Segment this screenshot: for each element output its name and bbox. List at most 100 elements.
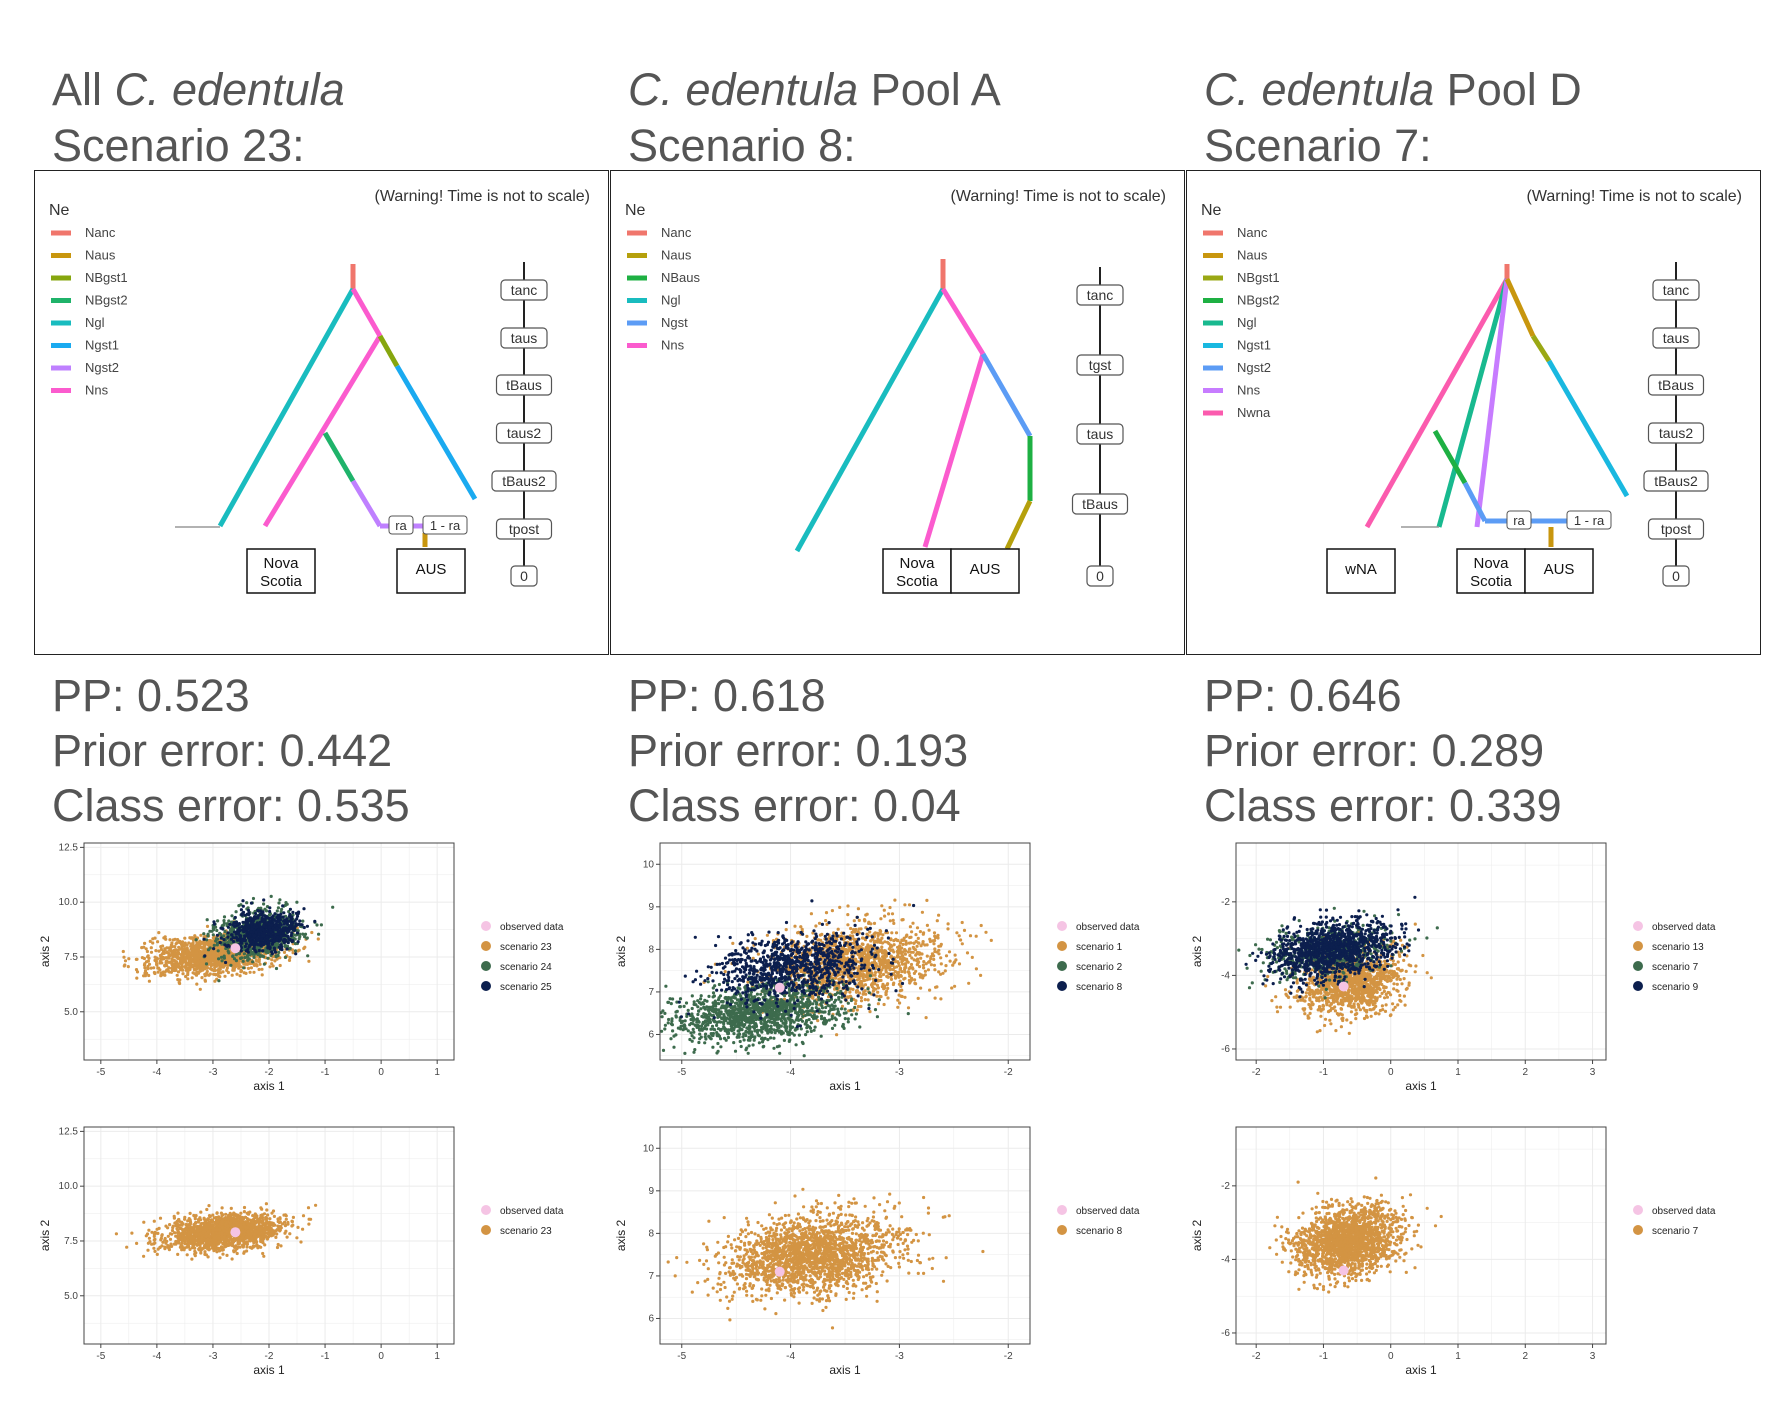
x-tick-label: -5	[96, 1067, 105, 1078]
scatter-point	[267, 932, 271, 936]
population-label: Scotia	[260, 573, 302, 590]
time-label-box	[1076, 423, 1124, 445]
scatter-point	[212, 1235, 217, 1240]
time-label: taus	[1087, 426, 1113, 442]
scatter-point	[176, 1211, 180, 1215]
legend-key	[481, 1205, 491, 1215]
scatter-point	[203, 944, 207, 948]
scatter-point	[191, 1245, 195, 1250]
scatter-point	[290, 922, 294, 926]
population-label: Scotia	[896, 573, 938, 590]
scatter-point	[247, 934, 251, 938]
scatter-point	[217, 1249, 222, 1253]
scatter-point	[135, 976, 139, 980]
y-tick-label: 12.5	[59, 842, 79, 853]
scatter-point	[206, 948, 211, 952]
scatter-point	[169, 943, 174, 947]
scatter-point	[301, 1227, 305, 1231]
scatter-point	[194, 1221, 198, 1225]
scatter-point	[206, 1247, 210, 1251]
scatter-point	[229, 963, 233, 967]
scatter-point	[222, 954, 226, 958]
scatter-point	[228, 922, 232, 926]
y-tick-label: 12.5	[59, 1126, 79, 1137]
scatter-point	[270, 952, 274, 956]
time-label-box	[495, 422, 553, 444]
scatter-point	[258, 962, 262, 966]
time-label-box	[500, 279, 548, 301]
scatter-point	[252, 970, 256, 974]
scatter-point	[277, 901, 281, 905]
scatter-point	[939, 956, 943, 960]
stats-block: PP: 0.618 Prior error: 0.193 Class error…	[628, 668, 968, 833]
scatter-point	[246, 950, 250, 954]
scatter-point	[224, 1217, 228, 1221]
scatter-point	[241, 899, 245, 903]
scatter-point	[220, 1237, 224, 1241]
scatter-point	[114, 1232, 118, 1236]
scatter-point	[177, 980, 181, 985]
scatter-point	[317, 932, 321, 936]
scatter-point	[290, 940, 294, 944]
scatter-point	[275, 915, 279, 919]
scatter-point	[307, 1222, 311, 1226]
time-label: tBaus	[1082, 496, 1118, 512]
scatter-point	[215, 963, 220, 967]
scatter-point	[186, 977, 190, 981]
scatter-point	[251, 960, 255, 964]
scatter-point	[193, 1229, 197, 1233]
scatter-point	[259, 1216, 263, 1220]
scatter-point	[265, 935, 269, 939]
legend-label: Ngl	[85, 315, 105, 330]
scatter-point	[162, 936, 166, 940]
scatter-point	[277, 950, 281, 954]
scatter-point	[270, 1211, 274, 1215]
scatter-point	[191, 1243, 195, 1247]
scatter-point	[284, 1217, 288, 1221]
scatter-point	[198, 987, 202, 991]
population-label: AUS	[970, 561, 1001, 578]
scatter-point	[203, 954, 207, 958]
scatter-point	[283, 939, 288, 943]
admix-label: 1 - ra	[430, 518, 461, 533]
scatter-point	[731, 941, 735, 945]
scatter-point	[234, 1214, 238, 1218]
scatter-point	[185, 1253, 189, 1257]
x-tick-label: 0	[378, 1351, 384, 1362]
x-axis-label: axis 1	[253, 1363, 285, 1377]
scatter-point	[268, 909, 272, 914]
scatter-point	[242, 1210, 246, 1214]
scatter-point	[268, 945, 272, 949]
scatter-point	[208, 967, 213, 971]
scatter-point	[935, 919, 939, 923]
time-warning-note: (Warning! Time is not to scale)	[375, 188, 590, 205]
scatter-point	[198, 1245, 202, 1250]
scatter-point	[279, 912, 283, 916]
scatter-point	[278, 956, 282, 960]
scatter-point	[213, 965, 217, 970]
scatter-point	[198, 1229, 203, 1233]
scatter-point	[172, 1216, 176, 1220]
scatter-point	[190, 951, 194, 955]
scatter-point	[227, 1216, 231, 1220]
scatter-point	[979, 973, 983, 977]
scatter-point	[251, 1214, 255, 1218]
y-tick-label: 10.0	[59, 1181, 79, 1192]
population-box	[882, 548, 952, 594]
scatter-point	[273, 948, 277, 952]
y-tick-label: 5.0	[64, 1291, 78, 1302]
population-box	[950, 548, 1020, 594]
scatter-point	[283, 1213, 287, 1217]
scatter-point	[272, 1214, 276, 1218]
scatter-point	[179, 947, 183, 951]
scatter-point	[269, 916, 273, 920]
scatter-point	[247, 913, 251, 917]
scatter-point	[254, 930, 258, 934]
scatter-point	[238, 1238, 242, 1242]
scatter-point	[210, 1218, 214, 1223]
scatter-point	[204, 1232, 208, 1236]
posterior-probability: PP: 0.618	[628, 670, 826, 721]
scatter-point	[235, 972, 239, 976]
scatter-point	[239, 908, 243, 912]
scatter-point	[294, 923, 298, 927]
